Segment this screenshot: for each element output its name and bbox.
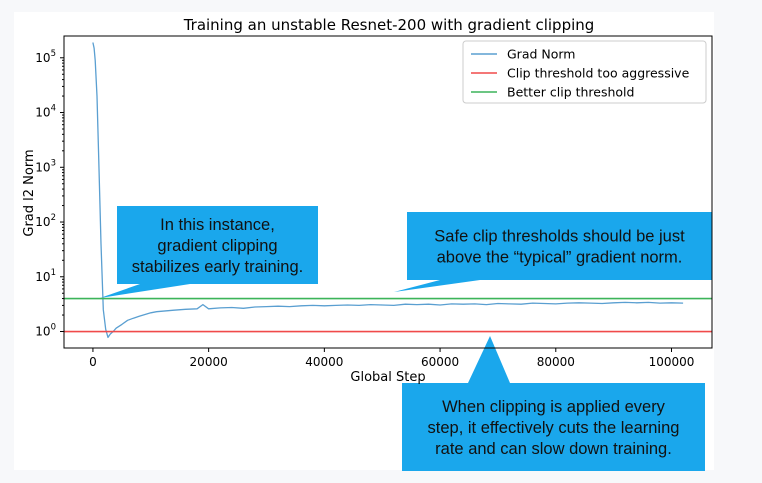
series-layer <box>64 42 712 339</box>
callout-box <box>407 212 712 280</box>
legend-label: Better clip threshold <box>507 85 634 100</box>
callout-pointer <box>100 284 190 298</box>
legend-label: Clip threshold too aggressive <box>507 66 690 81</box>
y-tick-label: 102 <box>35 213 56 229</box>
callout-layer: In this instance, gradient clipping stabil… <box>100 206 712 471</box>
x-tick-label: 20000 <box>190 355 228 369</box>
x-axis-label: Global Step <box>350 370 425 385</box>
legend-label: Grad Norm <box>507 47 576 62</box>
y-tick-label: 100 <box>35 323 56 339</box>
callout-box <box>402 383 705 471</box>
legend: Grad Norm Clip threshold too aggressive Be… <box>462 40 707 104</box>
callout-1: Safe clip thresholds should be just above… <box>394 212 712 292</box>
y-tick-label: 103 <box>35 158 56 174</box>
callout-0: In this instance, gradient clipping stabil… <box>100 206 318 298</box>
x-axis: 0 20000 40000 60000 80000 100000 <box>89 348 694 369</box>
callout-text: stabilizes early training. <box>132 258 304 276</box>
callout-text: When clipping is applied every <box>442 398 666 416</box>
y-tick-label: 104 <box>35 104 56 120</box>
chart-title: Training an unstable Resnet-200 with gra… <box>183 16 595 34</box>
x-tick-label: 0 <box>89 355 97 369</box>
plot-frame <box>63 35 713 349</box>
callout-text: Safe clip thresholds should be just <box>434 228 685 246</box>
x-tick-label: 40000 <box>305 355 343 369</box>
callout-pointer <box>394 280 480 292</box>
y-axis-label: Grad l2 Norm <box>22 149 37 236</box>
y-tick-label: 105 <box>35 49 56 65</box>
callout-text: above the “typical” gradient norm. <box>437 249 683 267</box>
callout-text: gradient clipping <box>157 237 277 255</box>
callout-text: rate and can slow down training. <box>435 440 672 458</box>
series-line-0 <box>92 42 684 339</box>
y-axis: 100 101 102 103 104 105 <box>35 49 64 339</box>
callout-box <box>117 206 318 284</box>
legend-box <box>462 40 707 104</box>
x-tick-label: 80000 <box>537 355 575 369</box>
callout-pointer <box>468 336 510 383</box>
callout-2: When clipping is applied every step, it e… <box>402 336 705 471</box>
x-tick-label: 60000 <box>421 355 459 369</box>
x-tick-label: 100000 <box>649 355 695 369</box>
callout-text: step, it effectively cuts the learning <box>428 419 680 437</box>
y-tick-label: 101 <box>35 268 56 284</box>
callout-text: In this instance, <box>160 216 275 234</box>
